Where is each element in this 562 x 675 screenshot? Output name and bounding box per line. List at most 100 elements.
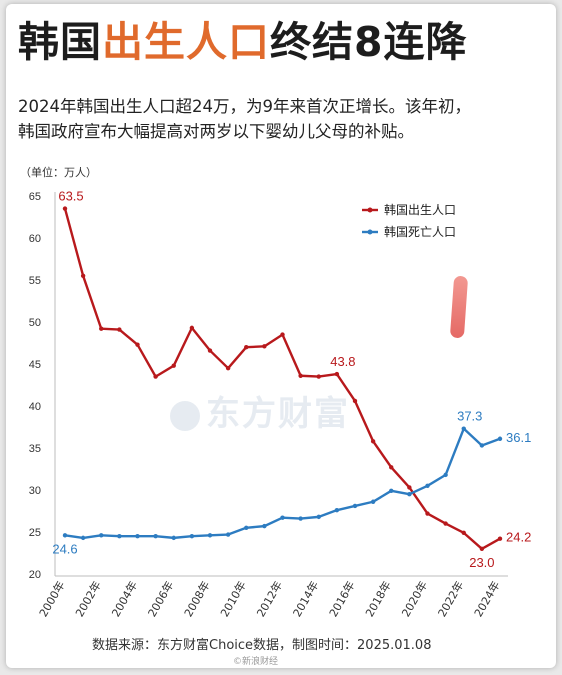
data-point [153, 534, 158, 539]
unit-label: （单位：万人） [20, 166, 97, 179]
data-point [407, 485, 412, 490]
y-tick-label: 55 [29, 275, 41, 287]
data-point [135, 534, 140, 539]
x-tick-label: 2002年 [72, 579, 104, 620]
x-tick-label: 2008年 [181, 579, 213, 620]
data-point [207, 348, 213, 353]
y-tick-label: 50 [29, 317, 41, 329]
data-point [262, 344, 267, 349]
data-label: 24.6 [52, 541, 77, 556]
weibo-stamp: ©新浪财经 [233, 657, 279, 667]
data-label: 24.2 [506, 530, 531, 545]
data-point [171, 363, 176, 368]
data-point [298, 516, 303, 521]
data-point [461, 530, 466, 536]
data-point [352, 398, 358, 404]
title-highlight: 出生人口 [102, 18, 270, 66]
x-tick-label: 2016年 [326, 579, 358, 620]
data-point [171, 535, 176, 541]
data-point [189, 534, 195, 539]
data-point [244, 345, 249, 350]
data-point [153, 374, 158, 379]
title-part1: 韩国 [18, 18, 102, 66]
data-point [407, 492, 412, 497]
x-tick-label: 2020年 [398, 579, 430, 620]
data-label: 36.1 [506, 430, 531, 445]
data-point [244, 525, 249, 530]
data-point [225, 532, 231, 537]
y-tick-label: 20 [29, 569, 41, 581]
data-point [443, 521, 448, 526]
subtitle-line-2: 韩国政府宣布大幅提高对两岁以下婴幼儿父母的补贴。 [18, 122, 414, 141]
watermark-logo: 东方财富 [170, 386, 350, 435]
data-point [389, 488, 394, 494]
data-label: 63.5 [58, 189, 83, 204]
data-point [280, 332, 285, 337]
data-label: 23.0 [469, 555, 494, 570]
data-point [479, 546, 485, 551]
data-point [334, 371, 340, 377]
data-point [62, 533, 68, 538]
data-point [352, 503, 358, 509]
subtitle-line-1: 2024年韩国出生人口超24万，为9年来首次正增长。该年初， [18, 97, 471, 116]
y-tick-label: 60 [29, 233, 41, 245]
title-part2: 终结8连降 [270, 18, 468, 66]
data-point [461, 426, 466, 431]
y-tick-label: 35 [29, 443, 41, 455]
data-point [225, 366, 231, 371]
x-tick-label: 2004年 [108, 579, 140, 620]
series-line-births [63, 208, 501, 550]
y-tick-label: 45 [29, 359, 41, 371]
data-point [370, 499, 376, 504]
data-point [99, 533, 104, 538]
y-tick-label: 25 [29, 527, 41, 539]
watermark-text: 东方财富 [206, 394, 350, 434]
legend-marker [367, 207, 373, 213]
y-tick-label: 65 [29, 191, 41, 203]
data-point [280, 515, 285, 520]
x-tick-label: 2024年 [471, 579, 503, 620]
data-point [117, 534, 122, 539]
legend-marker [367, 229, 373, 235]
chart-title: 韩国出生人口终结8连降 [18, 8, 468, 68]
y-tick-label: 30 [29, 485, 41, 497]
data-point [497, 536, 503, 541]
data-point [443, 472, 448, 478]
data-point [370, 439, 376, 444]
data-label: 43.8 [330, 354, 355, 369]
legend-label: 韩国出生人口 [384, 202, 456, 217]
data-source: 数据来源：东方财富Choice数据，制图时间：2025.01.08 [92, 638, 432, 653]
data-point [135, 342, 140, 347]
data-point [189, 325, 195, 331]
data-point [425, 483, 430, 488]
data-point [207, 533, 213, 538]
x-tick-label: 2018年 [362, 579, 394, 620]
data-point [389, 465, 394, 470]
data-point [497, 436, 503, 441]
series-line-deaths [64, 427, 501, 540]
chart-subtitle: 2024年韩国出生人口超24万，为9年来首次正增长。该年初， 韩国政府宣布大幅提… [18, 94, 538, 144]
x-tick-label: 2014年 [290, 579, 322, 620]
watermark-icon [170, 400, 200, 431]
x-tick-label: 2022年 [435, 579, 467, 620]
data-point [80, 273, 86, 278]
data-point [425, 511, 430, 516]
data-point [316, 514, 321, 520]
data-point [316, 374, 321, 379]
legend-label: 韩国死亡人口 [384, 224, 456, 239]
data-point [117, 327, 122, 332]
data-point [62, 206, 68, 211]
data-point [298, 373, 303, 378]
x-tick-label: 2000年 [36, 579, 68, 620]
x-tick-label: 2010年 [217, 579, 249, 620]
y-tick-label: 40 [29, 401, 41, 413]
x-tick-label: 2006年 [145, 579, 177, 620]
data-point [99, 326, 104, 331]
data-point [80, 535, 86, 541]
x-tick-label: 2012年 [253, 579, 285, 620]
data-point [262, 523, 267, 529]
data-point [479, 443, 485, 448]
data-label: 37.3 [457, 409, 482, 424]
data-point [334, 507, 340, 513]
